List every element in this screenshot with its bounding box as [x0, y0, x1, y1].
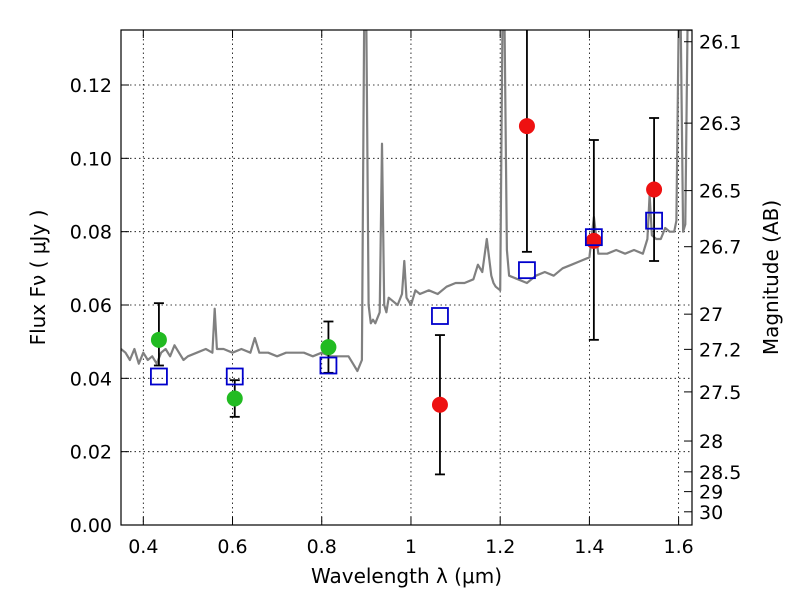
red-point — [585, 232, 602, 249]
red-point — [518, 118, 535, 135]
marker-layer — [150, 118, 663, 413]
red-point — [431, 396, 448, 413]
y-tick-label: 0.06 — [70, 295, 112, 317]
blue-square-point — [150, 367, 168, 386]
green-point — [150, 331, 167, 348]
mag-tick-label: 27.5 — [699, 382, 741, 404]
mag-tick-label: 26.7 — [699, 237, 741, 259]
y-tick-label: 0.08 — [70, 222, 112, 244]
y-tick-label: 0.02 — [70, 442, 112, 464]
x-axis-label: Wavelength λ (μm) — [311, 564, 502, 588]
mag-tick-label: 26.1 — [699, 32, 741, 54]
mag-tick-label: 28 — [699, 431, 723, 453]
model-spectrum-layer — [121, 30, 692, 373]
y-tick-label: 0.00 — [70, 515, 112, 537]
tick-layer — [121, 30, 692, 526]
mag-tick-label: 29 — [699, 482, 723, 504]
mag-tick-label: 27.2 — [699, 339, 741, 361]
x-tick-label: 1 — [405, 536, 417, 558]
green-point — [320, 339, 337, 356]
mag-tick-label: 27 — [699, 304, 723, 326]
red-point — [646, 181, 663, 198]
y-axis-label: Flux Fν ( μJy ) — [26, 210, 50, 346]
x-tick-label: 0.4 — [128, 536, 158, 558]
model-spectrum-line — [121, 30, 692, 373]
x-tick-label: 1.4 — [574, 536, 604, 558]
blue-square-point — [319, 356, 338, 375]
blue-square-point — [584, 228, 603, 247]
mag-tick-label: 26.3 — [699, 113, 741, 135]
green-point — [226, 390, 243, 407]
x-tick-label: 1.6 — [664, 536, 694, 558]
label-layer: 0.4 0.6 0.8 1 1.2 1.4 1.6 0.00 0.02 0.04 0.06 0.08 0… — [26, 32, 783, 588]
y-axis-label-right: Magnitude (AB) — [759, 200, 783, 355]
mag-tick-label: 28.5 — [699, 462, 741, 484]
mag-tick-label: 30 — [699, 502, 723, 524]
blue-square-point — [645, 211, 663, 230]
blue-square-point — [225, 367, 244, 386]
plot-frame — [120, 29, 693, 526]
y-tick-label: 0.10 — [70, 148, 112, 170]
blue-square-point — [431, 307, 449, 325]
y-tick-label: 0.04 — [70, 368, 112, 390]
x-tick-label: 1.2 — [485, 536, 515, 558]
blue-square-point — [518, 261, 536, 280]
y-tick-label: 0.12 — [70, 75, 112, 97]
mag-tick-label: 26.5 — [699, 181, 741, 203]
x-tick-label: 0.6 — [217, 536, 247, 558]
x-tick-label: 0.8 — [307, 536, 337, 558]
